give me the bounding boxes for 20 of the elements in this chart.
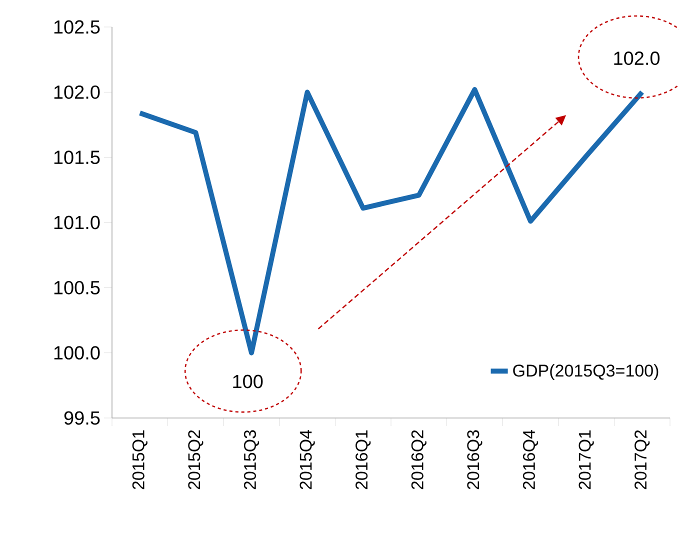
y-tick-label: 101.0: [54, 216, 100, 230]
y-tick-label: 102.0: [54, 85, 100, 99]
y-tick-label: 99.5: [64, 411, 100, 425]
annotation: 100: [233, 374, 263, 388]
x-tick-label: 2015Q1: [132, 430, 148, 490]
x-tick-label: 2016Q3: [467, 430, 482, 490]
legend-label: GDP(2015Q3=100): [513, 364, 658, 380]
x-tick-label: 2015Q2: [188, 430, 204, 490]
x-tick-label: 2015Q4: [300, 430, 315, 490]
y-tick-label: 100.5: [54, 280, 100, 294]
x-tick-label: 2016Q4: [522, 430, 538, 490]
annotation: 102.0: [614, 52, 660, 66]
y-tick-label: 100.0: [54, 346, 100, 360]
x-tick-label: 2016Q1: [356, 430, 371, 490]
x-tick-label: 2015Q3: [244, 430, 260, 490]
x-tick-label: 2016Q2: [411, 430, 426, 490]
x-tick-label: 2017Q2: [634, 430, 650, 490]
y-tick-label: 101.5: [54, 150, 100, 164]
y-tick-label: 102.5: [54, 20, 100, 34]
x-tick-label: 2017Q1: [578, 430, 594, 490]
